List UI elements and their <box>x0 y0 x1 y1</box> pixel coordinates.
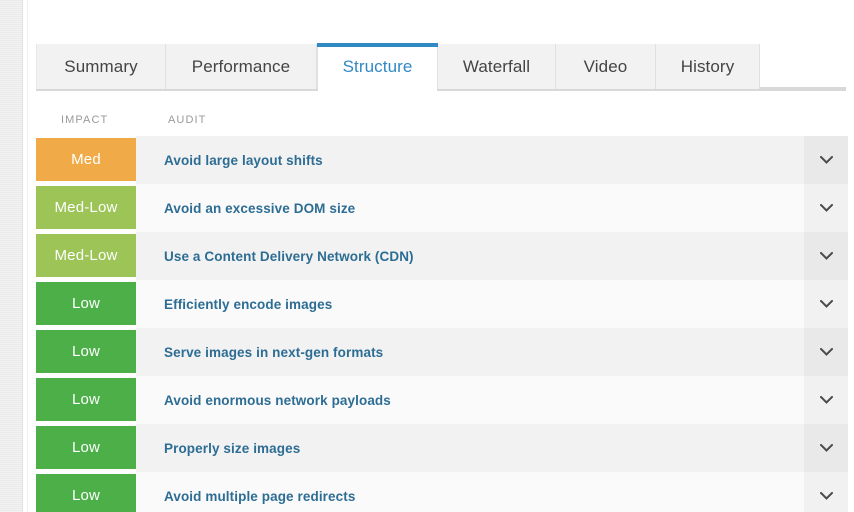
impact-cell: Low <box>36 280 136 328</box>
table-row[interactable]: Low Avoid enormous network payloads <box>36 376 848 424</box>
content-panel: Summary Performance Structure Waterfall Vide… <box>29 0 854 512</box>
tab-label: Video <box>583 56 628 76</box>
impact-badge: Low <box>36 426 136 469</box>
tab-label: Structure <box>342 56 413 76</box>
table-header-row: IMPACT AUDIT <box>36 104 848 136</box>
audit-link[interactable]: Use a Content Delivery Network (CDN) <box>164 248 414 264</box>
table-row[interactable]: Low Properly size images <box>36 424 848 472</box>
audit-link[interactable]: Avoid enormous network payloads <box>164 392 391 408</box>
impact-cell: Med-Low <box>36 184 136 232</box>
audit-link[interactable]: Serve images in next-gen formats <box>164 344 384 360</box>
audit-link[interactable]: Avoid large layout shifts <box>164 152 323 168</box>
tab-waterfall[interactable]: Waterfall <box>438 44 556 89</box>
tabstrip: Summary Performance Structure Waterfall Vide… <box>36 43 854 94</box>
chevron-down-icon <box>819 156 833 164</box>
tab-history[interactable]: History <box>656 44 760 89</box>
audit-link[interactable]: Properly size images <box>164 440 301 456</box>
impact-badge: Low <box>36 282 136 325</box>
audit-link[interactable]: Avoid multiple page redirects <box>164 488 356 504</box>
audit-cell: Avoid multiple page redirects <box>136 472 804 512</box>
tabstrip-underline <box>36 87 846 91</box>
chevron-down-icon <box>819 492 833 500</box>
impact-cell: Low <box>36 424 136 472</box>
table-row[interactable]: Med-Low Avoid an excessive DOM size <box>36 184 848 232</box>
chevron-down-icon <box>819 204 833 212</box>
audit-cell: Avoid an excessive DOM size <box>136 184 804 232</box>
tab-label: Summary <box>64 56 138 76</box>
tab-label: Performance <box>191 56 291 76</box>
expand-row-button[interactable] <box>804 424 848 472</box>
audit-link[interactable]: Efficiently encode images <box>164 296 333 312</box>
chevron-down-icon <box>819 348 833 356</box>
chevron-down-icon <box>819 396 833 404</box>
tab-label: Waterfall <box>462 56 531 76</box>
audit-cell: Avoid enormous network payloads <box>136 376 804 424</box>
impact-badge: Med-Low <box>36 234 136 277</box>
chevron-down-icon <box>819 300 833 308</box>
expand-row-button[interactable] <box>804 184 848 232</box>
audit-cell: Avoid large layout shifts <box>136 136 804 184</box>
table-row[interactable]: Low Serve images in next-gen formats <box>36 328 848 376</box>
tab-performance[interactable]: Performance <box>166 44 317 89</box>
tab-video[interactable]: Video <box>556 44 656 89</box>
audit-cell: Efficiently encode images <box>136 280 804 328</box>
table-row[interactable]: Med-Low Use a Content Delivery Network (C… <box>36 232 848 280</box>
impact-badge: Med <box>36 138 136 181</box>
table-row[interactable]: Med Avoid large layout shifts <box>36 136 848 184</box>
audit-cell: Properly size images <box>136 424 804 472</box>
impact-badge: Low <box>36 474 136 512</box>
audit-cell: Use a Content Delivery Network (CDN) <box>136 232 804 280</box>
tab-structure[interactable]: Structure <box>317 43 438 94</box>
impact-cell: Low <box>36 472 136 512</box>
impact-badge: Low <box>36 378 136 421</box>
page-gutter <box>0 0 22 512</box>
chevron-down-icon <box>819 252 833 260</box>
expand-row-button[interactable] <box>804 232 848 280</box>
impact-cell: Low <box>36 328 136 376</box>
expand-row-button[interactable] <box>804 376 848 424</box>
audit-cell: Serve images in next-gen formats <box>136 328 804 376</box>
table-body: Med Avoid large layout shifts Med-Low Avoid… <box>36 136 848 512</box>
table-row[interactable]: Low Avoid multiple page redirects <box>36 472 848 512</box>
chevron-down-icon <box>819 444 833 452</box>
expand-row-button[interactable] <box>804 472 848 512</box>
column-header-impact: IMPACT <box>61 114 109 126</box>
impact-badge: Low <box>36 330 136 373</box>
audit-link[interactable]: Avoid an excessive DOM size <box>164 200 356 216</box>
audits-table: IMPACT AUDIT Med Avoid large layout shift… <box>36 104 848 512</box>
expand-row-button[interactable] <box>804 136 848 184</box>
impact-cell: Med-Low <box>36 232 136 280</box>
impact-cell: Med <box>36 136 136 184</box>
impact-badge: Med-Low <box>36 186 136 229</box>
tab-label: History <box>680 56 735 76</box>
tab-summary[interactable]: Summary <box>36 44 166 89</box>
column-header-audit: AUDIT <box>168 114 207 126</box>
table-row[interactable]: Low Efficiently encode images <box>36 280 848 328</box>
expand-row-button[interactable] <box>804 328 848 376</box>
expand-row-button[interactable] <box>804 280 848 328</box>
page-gutter-edge <box>22 0 28 512</box>
impact-cell: Low <box>36 376 136 424</box>
